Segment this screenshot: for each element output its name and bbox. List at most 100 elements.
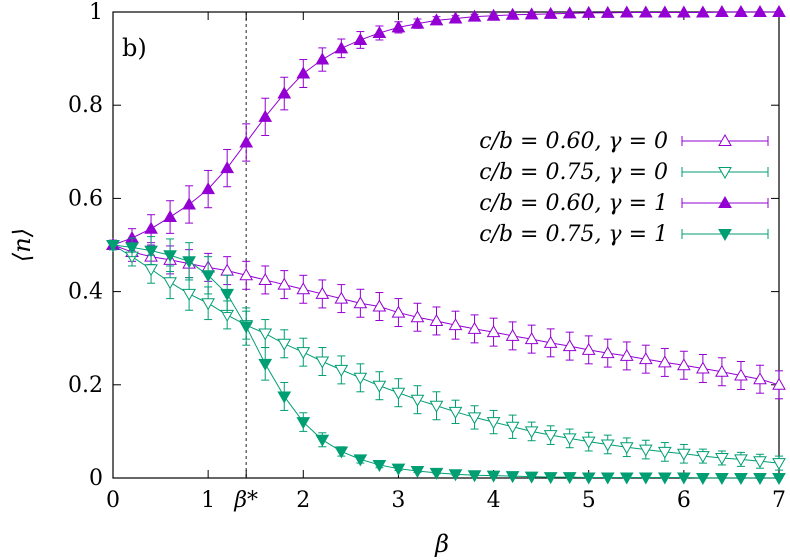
data-point [734, 473, 748, 486]
data-point [429, 400, 444, 413]
data-point [734, 454, 748, 467]
data-point [619, 5, 634, 18]
data-point [753, 456, 767, 469]
data-point [676, 5, 691, 18]
data-point [581, 436, 596, 449]
series-line [112, 244, 780, 386]
y-tick-label: 0.4 [68, 280, 103, 305]
y-tick-label: 0.8 [68, 93, 103, 118]
data-point [600, 472, 615, 485]
legend-label: c/b = 0.60, γ = 1 [479, 191, 668, 216]
data-point [239, 135, 254, 148]
data-point [638, 5, 653, 18]
data-point [657, 5, 672, 18]
data-point [562, 6, 577, 19]
data-point [772, 377, 786, 390]
data-point [353, 32, 368, 45]
data-point [562, 433, 577, 446]
data-point [676, 448, 691, 461]
data-point [296, 66, 311, 79]
data-point [334, 364, 349, 377]
data-point [505, 421, 520, 434]
data-point [753, 372, 767, 385]
data-point [296, 347, 311, 360]
legend: c/b = 0.60, γ = 0 c/b = 0.75, γ = 0 c/b = … [479, 129, 769, 247]
legend-marker [718, 195, 732, 208]
y-tick-label: 0.2 [68, 373, 103, 398]
data-point [144, 264, 158, 277]
data-point [753, 473, 767, 486]
data-point [715, 4, 729, 17]
legend-label: c/b = 0.75, γ = 1 [479, 222, 668, 247]
data-point [201, 298, 216, 311]
data-point [296, 282, 311, 295]
series-line [112, 244, 780, 464]
data-point [410, 394, 425, 407]
data-point [125, 242, 139, 255]
x-axis-title: β [434, 530, 449, 558]
data-point [448, 469, 463, 482]
data-point [600, 5, 615, 18]
data-point [391, 20, 406, 33]
x-tick-label: 5 [582, 488, 596, 513]
data-point [182, 256, 196, 269]
data-point [696, 5, 710, 18]
data-point [163, 277, 177, 290]
data-point [562, 472, 577, 485]
data-point [696, 451, 710, 464]
x-tick-label: 2 [296, 488, 310, 513]
data-point [715, 364, 729, 377]
data-point [429, 313, 444, 326]
data-point [619, 442, 634, 455]
x-tick-label: 7 [772, 488, 786, 513]
data-point [391, 387, 406, 400]
data-point [334, 291, 349, 304]
data-point [391, 463, 406, 476]
data-point [505, 7, 520, 20]
data-point [239, 268, 254, 281]
data-point [715, 452, 729, 465]
y-tick-label: 1 [89, 0, 103, 25]
data-point [734, 4, 748, 17]
data-point [524, 426, 539, 439]
x-tick-label: 0 [106, 488, 120, 513]
data-point [372, 25, 387, 38]
data-point [258, 358, 273, 371]
data-point [239, 321, 254, 334]
data-point [772, 4, 786, 17]
data-point [334, 446, 349, 459]
data-point [296, 417, 311, 430]
data-point [315, 52, 330, 65]
series-4 [106, 236, 786, 486]
data-point [182, 197, 196, 210]
data-point [277, 277, 292, 290]
data-point [391, 305, 406, 318]
plot-frame [112, 11, 780, 479]
data-point [201, 182, 216, 195]
data-point [372, 459, 387, 472]
data-point [372, 380, 387, 393]
data-point [562, 339, 577, 352]
data-point [467, 412, 482, 425]
y-axis-title: ⟨n⟩ [8, 228, 36, 262]
data-point [638, 472, 653, 485]
data-point [524, 332, 539, 345]
x-tick-label: 4 [487, 488, 501, 513]
legend-marker [718, 229, 732, 242]
series-1 [106, 237, 786, 400]
y-tick-label: 0.6 [68, 186, 103, 211]
data-point [353, 454, 368, 467]
data-point [619, 472, 634, 485]
data-point [676, 358, 691, 371]
x-tick-label: β* [233, 488, 258, 513]
data-point [144, 245, 158, 258]
data-point [429, 13, 444, 26]
data-point [486, 470, 501, 483]
data-point [315, 356, 330, 369]
data-point [715, 473, 729, 486]
data-point [486, 8, 501, 21]
legend-marker [718, 167, 732, 180]
data-point [581, 5, 596, 18]
data-point [410, 16, 425, 29]
